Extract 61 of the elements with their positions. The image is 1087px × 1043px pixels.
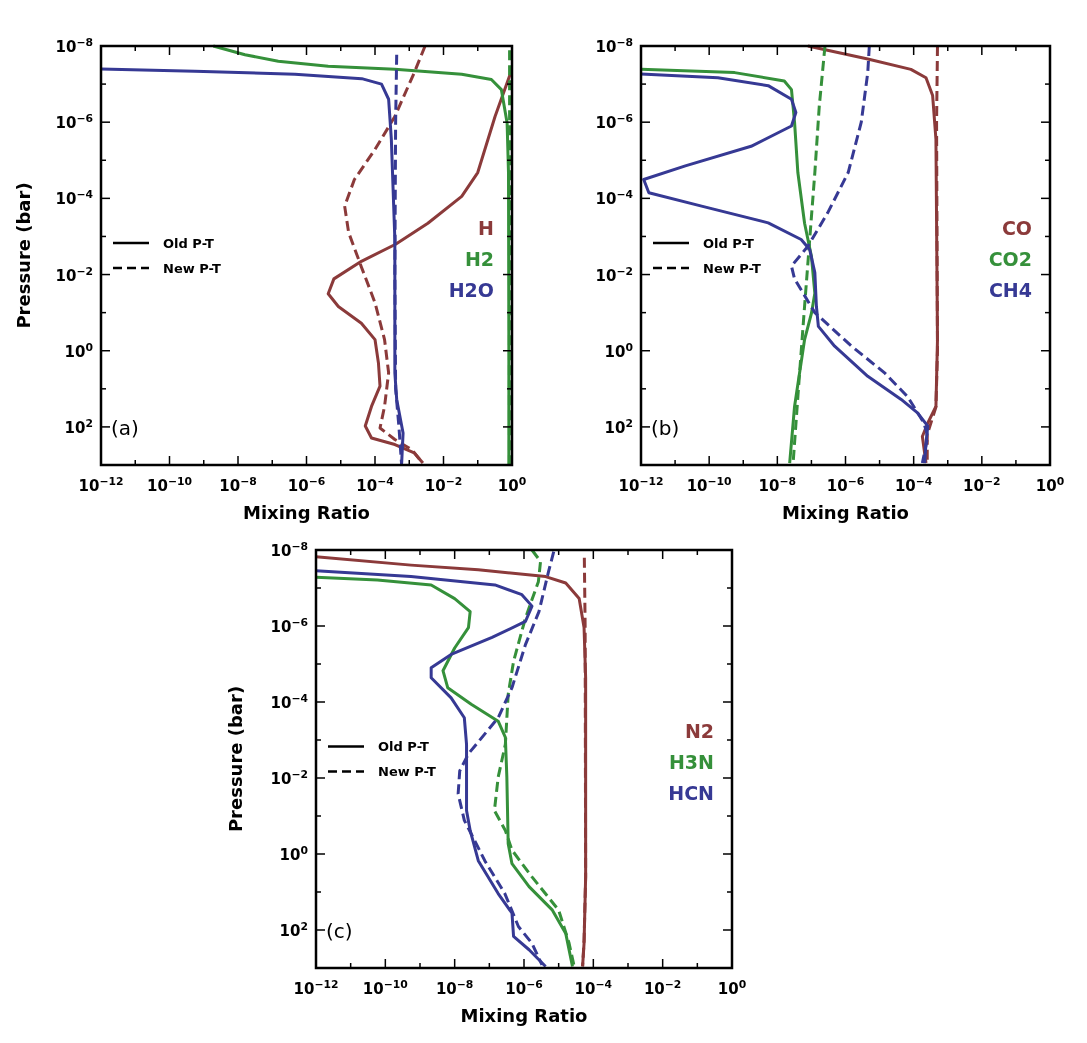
y-tick-label: 10$^{0}$ xyxy=(64,340,93,361)
annotation: (c) xyxy=(326,919,353,943)
x-tick-label: 10$^{−4}$ xyxy=(894,474,933,495)
y-tick-label: 10$^{0}$ xyxy=(279,843,308,864)
y-tick-label: 10$^{−4}$ xyxy=(55,187,94,209)
y-tick-label: 10$^{−8}$ xyxy=(595,35,633,56)
x-tick-label: 10$^{0}$ xyxy=(1035,474,1065,495)
x-tick-label: 10$^{−2}$ xyxy=(424,474,463,495)
y-tick-label: 10$^{−2}$ xyxy=(55,264,93,285)
y-tick-label: 10$^{−8}$ xyxy=(270,539,308,560)
annotation: (b) xyxy=(651,415,680,440)
x-tick-label: 10$^{−10}$ xyxy=(686,474,732,495)
series-label: H2 xyxy=(464,247,494,270)
text: CO xyxy=(1001,216,1032,239)
x-tick-label: 10$^{0}$ xyxy=(717,977,747,998)
text: CH4 xyxy=(988,278,1032,301)
text: CO2 xyxy=(988,247,1032,270)
y-tick-label: 10$^{−6}$ xyxy=(55,111,93,133)
text: HCN xyxy=(668,782,714,805)
y-axis-title: Pressure (bar) xyxy=(13,182,34,329)
x-tick-label: 10$^{−12}$ xyxy=(78,474,124,495)
y-tick-label: 10$^{−6}$ xyxy=(270,615,308,636)
x-tick-label: 10$^{0}$ xyxy=(497,474,527,495)
x-tick-label: 10$^{−4}$ xyxy=(574,977,613,998)
x-tick-label: 10$^{−6}$ xyxy=(505,977,543,998)
x-tick-label: 10$^{−4}$ xyxy=(356,474,395,495)
annotation: Old P-T xyxy=(703,235,755,251)
y-tick-label: 10$^{−8}$ xyxy=(55,35,93,56)
x-tick-label: 10$^{−8}$ xyxy=(758,474,797,495)
y-tick-label: 10$^{−4}$ xyxy=(270,691,309,712)
y-tick-label: 10$^{−2}$ xyxy=(595,264,633,285)
y-tick-label: 10$^{0}$ xyxy=(604,340,633,361)
y-tick-label: 10$^{2}$ xyxy=(64,416,93,437)
x-tick-label: 10$^{−12}$ xyxy=(618,474,664,495)
y-tick-label: 10$^{−4}$ xyxy=(595,187,634,209)
y-tick-label: 10$^{2}$ xyxy=(604,416,633,437)
series-label: H xyxy=(478,216,494,239)
x-tick-label: 10$^{−10}$ xyxy=(362,977,408,998)
annotation: New P-T xyxy=(378,764,437,780)
annotation: Old P-T xyxy=(378,739,430,755)
x-axis-title: Mixing Ratio xyxy=(243,502,370,523)
y-tick-label: 10$^{−6}$ xyxy=(595,111,633,133)
x-axis-title: Mixing Ratio xyxy=(782,502,909,523)
x-tick-label: 10$^{−6}$ xyxy=(826,474,865,495)
y-tick-label: 10$^{2}$ xyxy=(279,919,308,940)
x-tick-label: 10$^{−2}$ xyxy=(643,977,682,998)
annotation: (a) xyxy=(111,415,139,440)
annotation: New P-T xyxy=(163,260,222,276)
x-tick-label: 10$^{−10}$ xyxy=(147,474,192,495)
text: N2 xyxy=(684,720,714,743)
x-tick-label: 10$^{−8}$ xyxy=(219,474,257,495)
x-tick-label: 10$^{−8}$ xyxy=(435,977,474,998)
y-axis-title: Pressure (bar) xyxy=(225,685,246,833)
annotation: New P-T xyxy=(703,260,762,276)
text: H2O xyxy=(448,278,494,301)
y-tick-label: 10$^{−2}$ xyxy=(270,767,308,788)
x-axis-title: Mixing Ratio xyxy=(460,1005,588,1026)
annotation: Old P-T xyxy=(163,235,215,251)
text: H3N xyxy=(668,751,714,774)
x-tick-label: 10$^{−12}$ xyxy=(293,977,339,998)
x-tick-label: 10$^{−2}$ xyxy=(963,474,1001,495)
